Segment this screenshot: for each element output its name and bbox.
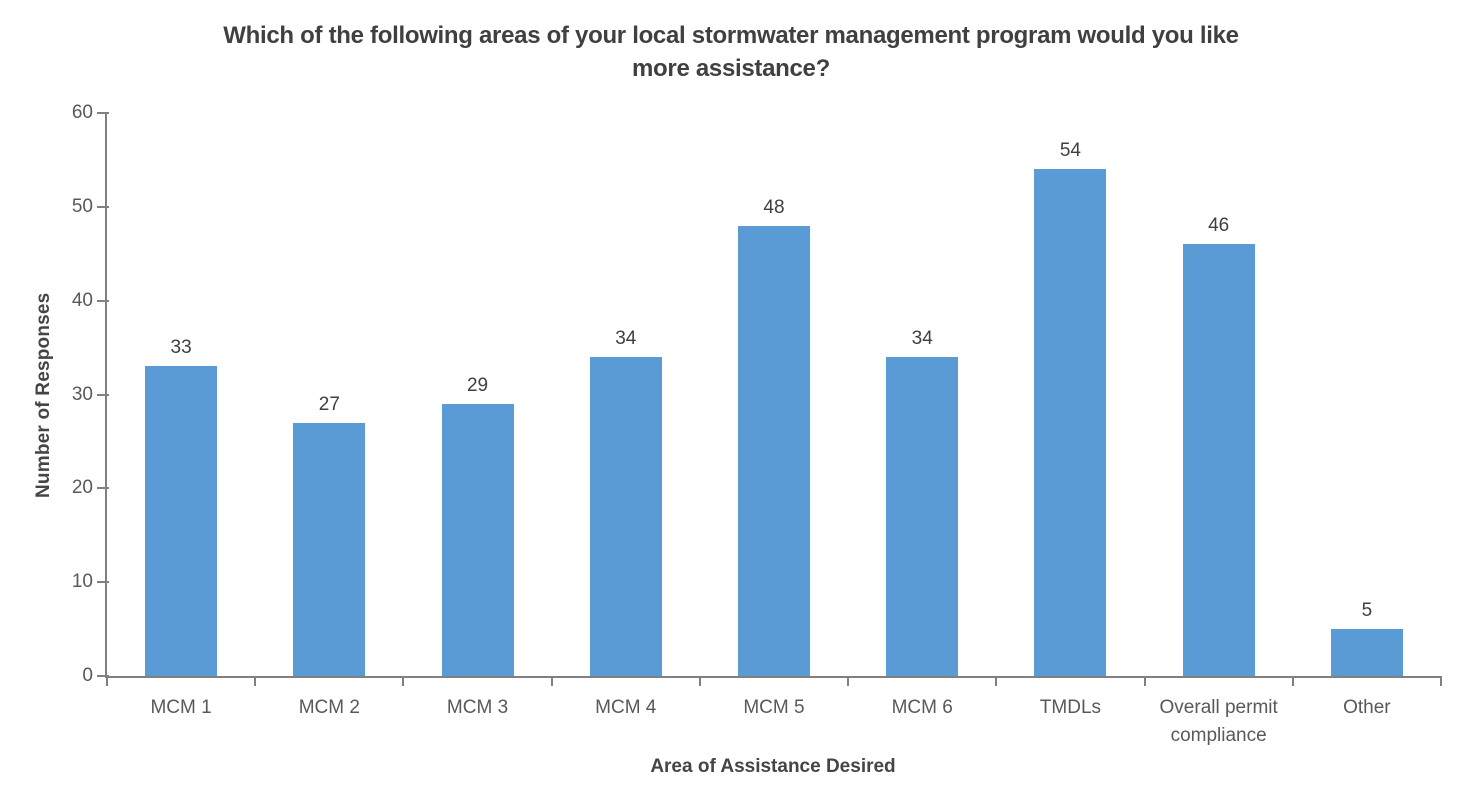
chart-title-line-2: more assistance? — [632, 55, 830, 82]
category-label: Overall permit compliance — [1159, 697, 1278, 746]
data-label: 34 — [911, 328, 933, 349]
y-axis-tick-label: 40 — [71, 289, 93, 311]
bars-container: 33 27 29 34 48 34 54 46 5 — [107, 113, 1441, 676]
category-label: MCM 4 — [595, 697, 657, 718]
category-label: MCM 3 — [446, 697, 509, 718]
x-axis-tick — [847, 676, 850, 686]
category-slot: 34 — [848, 113, 996, 676]
category-slot: 29 — [403, 113, 551, 676]
x-axis-tick — [1440, 676, 1442, 686]
data-label: 29 — [466, 375, 489, 396]
bar — [441, 404, 514, 676]
y-axis-tick — [97, 299, 109, 302]
category-slot: 33 — [107, 113, 255, 676]
x-axis-tick — [402, 676, 405, 686]
x-axis-tick — [698, 676, 701, 686]
category-slot: 34 — [552, 113, 700, 676]
x-axis-title: Area of Assistance Desired — [650, 756, 896, 777]
chart-title: Which of the following areas of your loc… — [0, 19, 1462, 85]
bar — [589, 357, 662, 676]
bar — [145, 366, 218, 676]
data-label: 48 — [763, 197, 785, 218]
data-label: 54 — [1059, 140, 1081, 161]
data-label: 46 — [1208, 215, 1230, 236]
x-axis-tick — [106, 676, 108, 686]
y-axis-tick — [97, 487, 109, 490]
category-slot: 46 — [1145, 113, 1293, 676]
category-slot: 27 — [255, 113, 403, 676]
category-label: MCM 5 — [743, 697, 805, 718]
category-label: MCM 2 — [298, 697, 360, 718]
category-slot: 54 — [996, 113, 1144, 676]
y-axis-tick-label: 10 — [71, 571, 93, 593]
y-axis-tick-label: 20 — [71, 477, 93, 499]
y-axis-tick-label: 60 — [71, 102, 93, 123]
x-axis-tick — [254, 676, 257, 686]
data-label: 5 — [1361, 600, 1373, 621]
category-labels-row: MCM 1 MCM 2 MCM 3 MCM 4 MCM 5 MCM 6 TMDLs Overa… — [107, 694, 1441, 750]
x-axis-tick — [1143, 676, 1146, 686]
y-axis-tick — [97, 581, 109, 584]
bar — [1034, 169, 1107, 676]
x-axis-tick — [550, 676, 553, 686]
category-label: TMDLs — [1039, 697, 1102, 718]
data-label: 34 — [615, 328, 637, 349]
category-slot: 48 — [700, 113, 848, 676]
y-axis-tick-label: 0 — [82, 665, 93, 686]
category-slot: 5 — [1293, 113, 1441, 676]
y-axis-tick — [97, 675, 109, 677]
data-label: 33 — [170, 337, 192, 358]
plot-area: 33 27 29 34 48 34 54 46 5 0 10 20 30 40 50 60 MCM 1 MCM … — [72, 102, 1442, 746]
bar — [293, 423, 366, 676]
x-axis-tick — [995, 676, 998, 686]
y-axis-tick-label: 30 — [71, 383, 93, 405]
bar — [886, 357, 959, 676]
bar — [1330, 629, 1403, 676]
category-label: MCM 1 — [150, 697, 212, 718]
y-axis-tick — [97, 393, 109, 396]
y-axis-tick — [97, 112, 109, 114]
data-label: 27 — [318, 394, 340, 415]
category-label: MCM 6 — [891, 697, 953, 718]
chart-title-line-1: Which of the following areas of your loc… — [223, 22, 1239, 49]
y-axis-tick-label: 50 — [71, 195, 93, 217]
y-axis-tick — [97, 205, 109, 208]
bar — [737, 226, 810, 676]
x-axis-tick — [1291, 676, 1294, 686]
category-label: Other — [1343, 697, 1391, 718]
bar — [1182, 244, 1255, 676]
